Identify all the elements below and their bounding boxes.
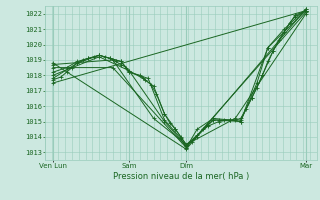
X-axis label: Pression niveau de la mer( hPa ): Pression niveau de la mer( hPa ): [113, 172, 249, 181]
